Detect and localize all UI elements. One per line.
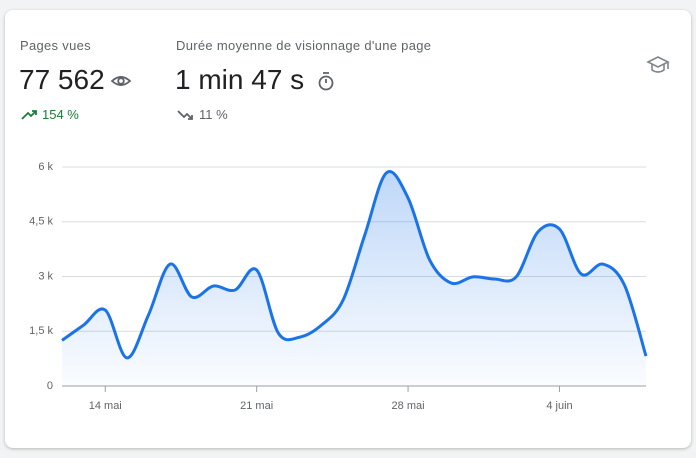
kpi-change: 154 % — [42, 107, 79, 122]
trend-down-icon — [177, 110, 193, 120]
x-tick-label: 4 juin — [546, 400, 572, 412]
x-tick-label: 21 mai — [240, 400, 273, 412]
kpi-value: 77 562 — [19, 64, 105, 95]
trend-up-icon — [21, 110, 37, 120]
kpi-label: Pages vues — [20, 38, 91, 53]
y-tick-label: 6 k — [38, 161, 53, 173]
learn-icon[interactable] — [646, 56, 670, 73]
y-tick-label: 3 k — [38, 270, 53, 282]
timer-icon — [318, 72, 334, 91]
line — [61, 170, 648, 360]
kpi-change: 11 % — [199, 107, 228, 122]
kpi-value: 1 min 47 s — [175, 64, 304, 95]
eye-icon — [110, 76, 132, 86]
kpi-label: Durée moyenne de visionnage d'une page — [176, 38, 431, 53]
area — [62, 171, 646, 386]
y-tick-label: 1,5 k — [29, 325, 53, 337]
x-tick-label: 28 mai — [392, 400, 425, 412]
x-tick-label: 14 mai — [89, 400, 122, 412]
y-tick-label: 0 — [47, 380, 53, 392]
y-tick-label: 4,5 k — [29, 216, 53, 228]
